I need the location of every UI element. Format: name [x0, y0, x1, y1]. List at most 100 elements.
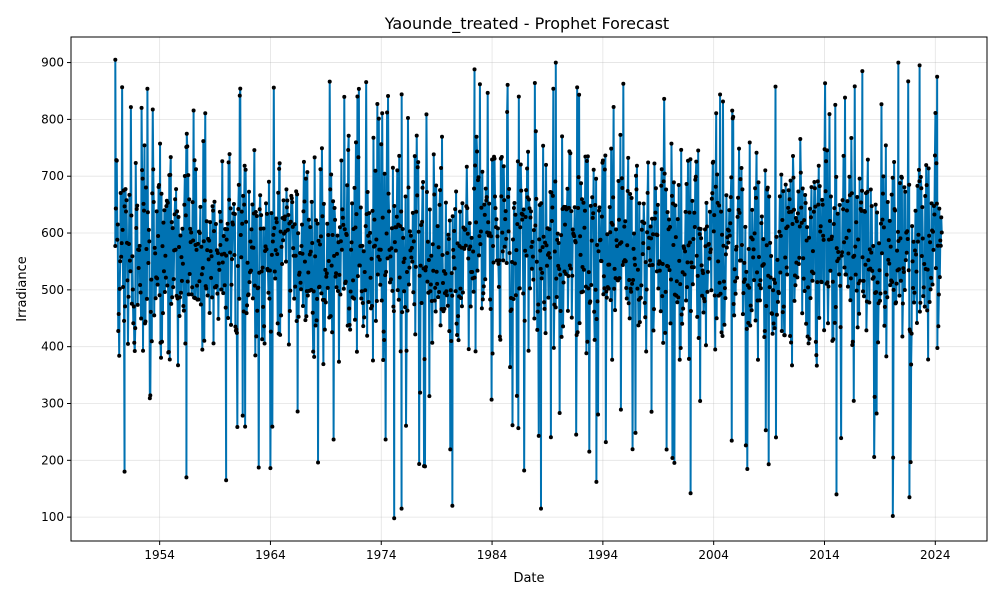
- observed-point: [467, 221, 472, 226]
- observed-point: [805, 225, 810, 230]
- observed-point: [281, 238, 286, 243]
- observed-point: [553, 305, 558, 310]
- observed-point: [471, 289, 476, 294]
- observed-point: [370, 303, 374, 308]
- observed-point: [341, 222, 346, 227]
- observed-point: [638, 295, 643, 300]
- observed-point: [590, 215, 595, 220]
- observed-point: [432, 298, 437, 303]
- observed-point: [743, 443, 748, 448]
- observed-point: [552, 249, 557, 254]
- observed-point: [834, 246, 839, 251]
- observed-point: [323, 300, 328, 305]
- observed-point: [244, 219, 249, 224]
- observed-point: [317, 242, 322, 247]
- observed-point: [353, 140, 358, 145]
- observed-point: [559, 334, 564, 339]
- observed-point: [239, 209, 244, 214]
- observed-point: [824, 159, 829, 164]
- observed-point: [551, 345, 556, 350]
- observed-point: [812, 186, 817, 191]
- observed-point: [208, 249, 213, 254]
- observed-point: [329, 263, 334, 268]
- observed-point: [909, 331, 914, 336]
- observed-point: [327, 79, 332, 84]
- observed-point: [623, 219, 628, 224]
- observed-point: [295, 192, 300, 197]
- observed-point: [858, 278, 863, 283]
- observed-point: [252, 148, 257, 153]
- observed-point: [560, 134, 565, 139]
- observed-point: [390, 165, 395, 170]
- observed-point: [241, 309, 246, 314]
- observed-point: [831, 221, 836, 226]
- observed-point: [688, 308, 693, 313]
- y-tick-label: 700: [41, 169, 64, 183]
- observed-point: [122, 318, 127, 323]
- observed-point: [874, 290, 879, 295]
- observed-point: [188, 226, 193, 231]
- observed-point: [175, 209, 180, 214]
- observed-point: [800, 311, 805, 316]
- observed-point: [693, 174, 698, 179]
- observed-point: [196, 297, 201, 302]
- x-tick-label: 2014: [809, 548, 840, 562]
- observed-point: [414, 209, 419, 214]
- observed-point: [578, 234, 583, 239]
- observed-point: [338, 292, 343, 297]
- observed-point: [709, 196, 714, 201]
- observed-point: [903, 258, 908, 263]
- observed-point: [198, 302, 203, 307]
- observed-point: [400, 310, 405, 315]
- observed-point: [777, 194, 782, 199]
- observed-point: [300, 303, 305, 308]
- observed-point: [325, 221, 330, 226]
- observed-point: [242, 202, 247, 207]
- observed-point: [936, 324, 941, 329]
- observed-point: [334, 285, 339, 290]
- observed-point: [566, 205, 571, 210]
- observed-point: [146, 227, 151, 232]
- observed-point: [170, 295, 175, 300]
- observed-point: [138, 283, 143, 288]
- observed-point: [134, 207, 139, 212]
- observed-point: [312, 155, 317, 160]
- observed-point: [152, 313, 157, 318]
- observed-point: [551, 86, 556, 91]
- observed-point: [869, 204, 874, 209]
- observed-point: [123, 304, 128, 309]
- observed-point: [329, 172, 334, 177]
- observed-point: [749, 308, 754, 313]
- observed-point: [743, 224, 748, 229]
- observed-point: [411, 290, 416, 295]
- observed-point: [518, 162, 523, 167]
- observed-point: [696, 148, 701, 153]
- x-tick-label: 1954: [144, 548, 175, 562]
- observed-point: [528, 215, 533, 220]
- observed-point: [890, 514, 895, 518]
- observed-point: [642, 300, 647, 305]
- observed-point: [877, 241, 882, 246]
- observed-point: [594, 479, 599, 484]
- observed-point: [838, 283, 843, 288]
- observed-point: [820, 202, 825, 207]
- observed-point: [836, 250, 841, 255]
- observed-point: [400, 227, 405, 232]
- observed-point: [243, 167, 248, 172]
- observed-point: [455, 332, 460, 337]
- observed-point: [705, 269, 710, 274]
- observed-point: [586, 286, 591, 291]
- observed-point: [687, 210, 692, 215]
- observed-point: [568, 266, 573, 271]
- observed-point: [883, 290, 888, 295]
- observed-point: [618, 132, 623, 137]
- observed-point: [622, 224, 627, 229]
- observed-point: [398, 224, 403, 229]
- observed-point: [634, 163, 639, 168]
- observed-point: [365, 333, 370, 338]
- observed-point: [891, 287, 896, 292]
- observed-point: [811, 209, 816, 214]
- observed-point: [270, 239, 275, 244]
- observed-point: [921, 294, 926, 299]
- observed-point: [848, 298, 853, 303]
